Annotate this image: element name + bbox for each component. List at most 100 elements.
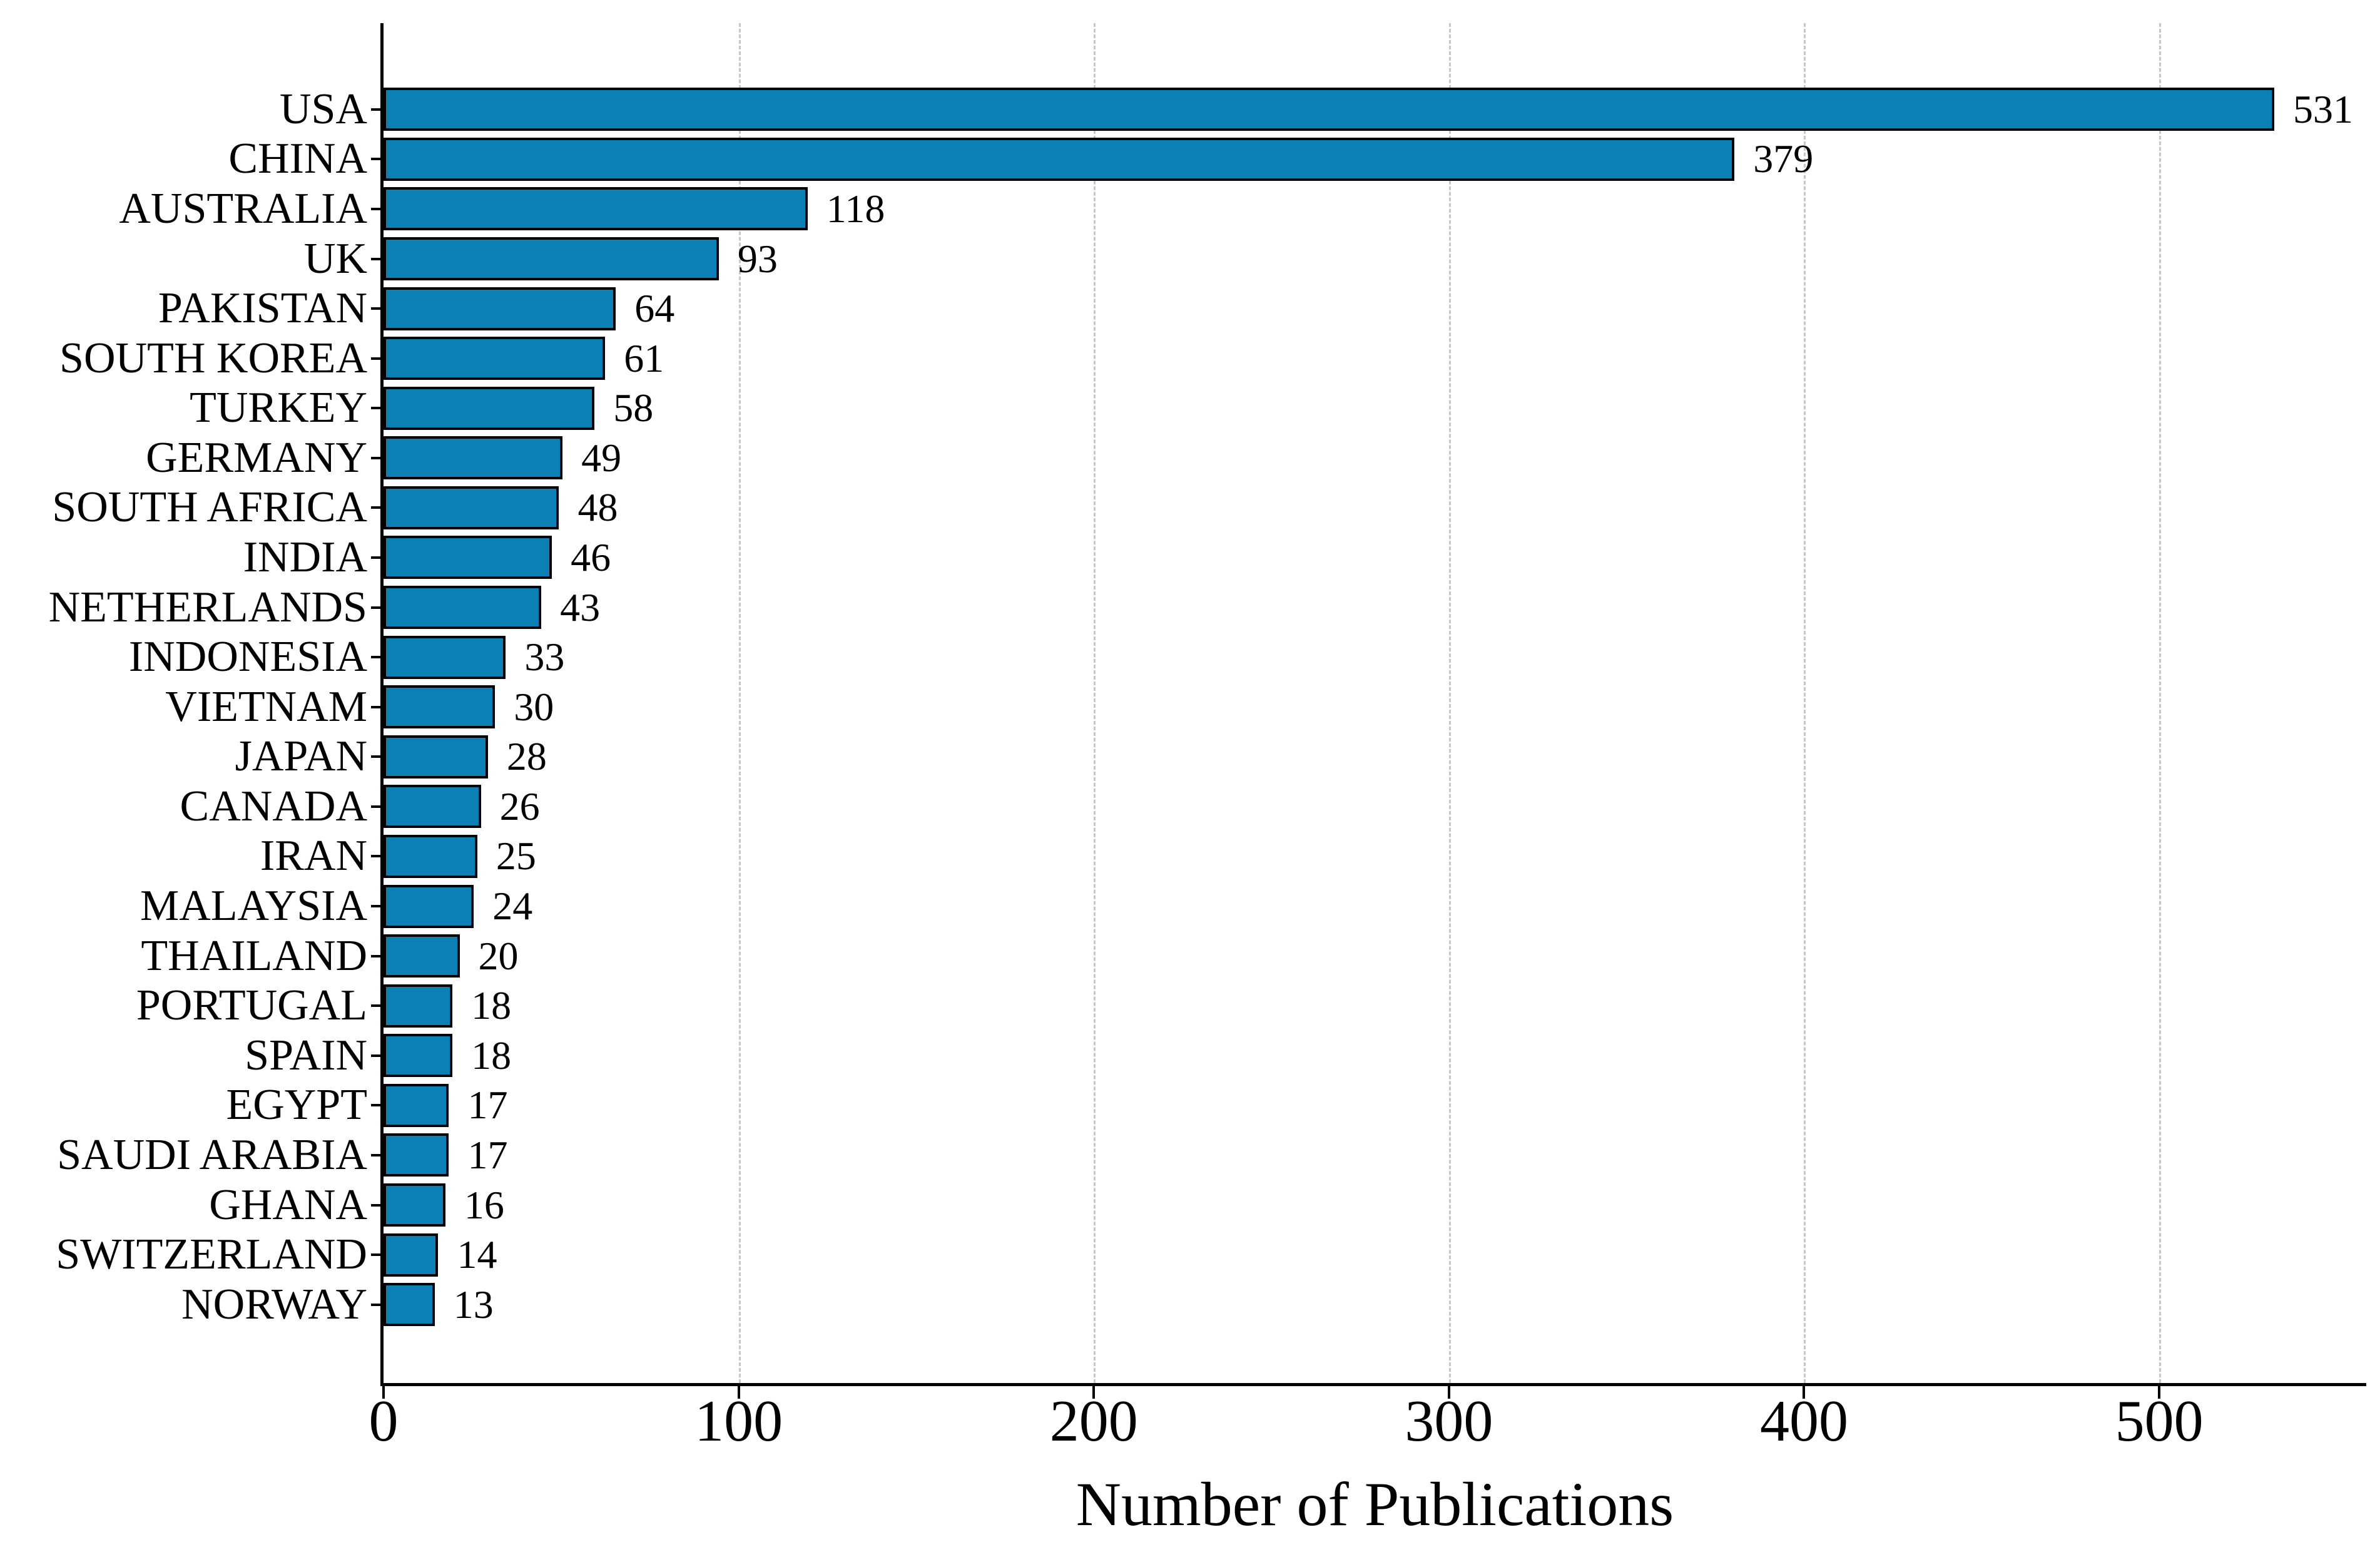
y-tick bbox=[371, 108, 384, 111]
bar-row: MALAYSIA 24 bbox=[140, 881, 2366, 931]
bar-row: EGYPT 17 bbox=[226, 1081, 2366, 1131]
category-label: MALAYSIA bbox=[140, 882, 367, 931]
category-label: TURKEY bbox=[190, 384, 367, 432]
y-tick bbox=[371, 954, 384, 957]
gridline-x-100 bbox=[738, 23, 741, 1383]
value-label: 17 bbox=[467, 1132, 508, 1177]
value-label: 20 bbox=[478, 933, 519, 978]
value-label: 379 bbox=[1753, 136, 1814, 181]
bar-row: TURKEY 58 bbox=[190, 383, 2366, 433]
value-label: 33 bbox=[524, 635, 565, 680]
x-tick-label-200: 200 bbox=[1049, 1389, 1138, 1454]
category-label: SOUTH AFRICA bbox=[52, 483, 367, 532]
category-label: IRAN bbox=[260, 832, 367, 881]
x-tick-label-0: 0 bbox=[369, 1389, 399, 1454]
y-tick bbox=[371, 307, 384, 310]
y-tick bbox=[371, 855, 384, 858]
bar-row: VIETNAM 30 bbox=[165, 682, 2366, 732]
y-tick bbox=[371, 207, 384, 210]
value-label: 49 bbox=[581, 435, 622, 480]
bar bbox=[384, 386, 595, 430]
bars-container: USA 531 CHINA 379 AUSTRALIA 118 UK 93 PAKISTAN 64… bbox=[49, 23, 2366, 1383]
x-tick-300 bbox=[1447, 1386, 1450, 1399]
value-label: 61 bbox=[624, 335, 664, 380]
category-label: UK bbox=[303, 234, 367, 283]
bar bbox=[384, 187, 808, 231]
y-tick bbox=[371, 158, 384, 161]
bar-row: PORTUGAL 18 bbox=[136, 981, 2366, 1031]
category-label: SPAIN bbox=[245, 1031, 367, 1080]
bar bbox=[384, 486, 559, 529]
bar bbox=[384, 586, 542, 630]
bar bbox=[384, 984, 453, 1028]
category-label: AUSTRALIA bbox=[119, 184, 367, 233]
bar bbox=[384, 88, 2275, 131]
gridline-x-500 bbox=[2159, 23, 2162, 1383]
category-label: PORTUGAL bbox=[136, 981, 367, 1030]
x-axis-title: Number of Publications bbox=[1076, 1469, 1674, 1539]
category-label: NORWAY bbox=[181, 1280, 367, 1329]
x-tick-500 bbox=[2158, 1386, 2161, 1399]
y-tick bbox=[371, 805, 384, 808]
bar-row: THAILAND 20 bbox=[141, 931, 2366, 981]
bar-row: INDONESIA 33 bbox=[129, 632, 2366, 682]
value-label: 48 bbox=[577, 485, 618, 530]
y-tick bbox=[371, 1104, 384, 1107]
value-label: 16 bbox=[464, 1182, 504, 1227]
bar-row: JAPAN 28 bbox=[235, 732, 2366, 782]
y-tick bbox=[371, 1303, 384, 1306]
value-label: 30 bbox=[514, 684, 554, 729]
bar-row: SOUTH AFRICA 48 bbox=[52, 483, 2366, 533]
category-label: PAKISTAN bbox=[158, 284, 367, 333]
value-label: 25 bbox=[496, 834, 536, 879]
x-tick-label-400: 400 bbox=[1759, 1389, 1848, 1454]
y-tick bbox=[371, 257, 384, 260]
gridline-x-400 bbox=[1804, 23, 1806, 1383]
value-label: 43 bbox=[560, 585, 601, 630]
category-label: INDONESIA bbox=[128, 633, 367, 682]
category-label: VIETNAM bbox=[165, 682, 367, 731]
bar-row: GERMANY 49 bbox=[146, 433, 2366, 483]
y-tick bbox=[371, 705, 384, 708]
y-tick bbox=[371, 755, 384, 758]
y-tick bbox=[371, 606, 384, 609]
bar bbox=[384, 337, 606, 380]
category-label: EGYPT bbox=[226, 1081, 367, 1130]
bar bbox=[384, 735, 488, 779]
bar bbox=[384, 536, 552, 579]
y-tick bbox=[371, 905, 384, 908]
bar-row: PAKISTAN 64 bbox=[158, 283, 2366, 334]
y-tick bbox=[371, 1054, 384, 1057]
bar-row: GHANA 16 bbox=[209, 1180, 2366, 1230]
bar bbox=[384, 1083, 449, 1127]
value-label: 18 bbox=[471, 983, 512, 1028]
y-tick bbox=[371, 357, 384, 360]
gridline-x-300 bbox=[1448, 23, 1451, 1383]
category-label: INDIA bbox=[243, 533, 367, 581]
bar bbox=[384, 287, 616, 330]
bar bbox=[384, 1233, 439, 1277]
bar-row: CANADA 26 bbox=[180, 782, 2366, 832]
x-tick-label-300: 300 bbox=[1405, 1389, 1493, 1454]
bar bbox=[384, 785, 481, 829]
category-label: SAUDI ARABIA bbox=[57, 1130, 367, 1179]
value-label: 93 bbox=[737, 236, 778, 281]
value-label: 13 bbox=[453, 1282, 494, 1327]
bar-row: USA 531 bbox=[280, 84, 2366, 135]
category-label: SOUTH KOREA bbox=[59, 334, 367, 382]
category-label: GERMANY bbox=[146, 433, 367, 482]
x-tick-label-500: 500 bbox=[2115, 1389, 2204, 1454]
bar-row: AUSTRALIA 118 bbox=[119, 184, 2366, 234]
y-tick bbox=[371, 407, 384, 410]
category-label: GHANA bbox=[209, 1180, 367, 1229]
bar bbox=[384, 1034, 453, 1078]
category-label: JAPAN bbox=[235, 732, 367, 781]
category-label: CANADA bbox=[180, 782, 367, 830]
y-tick bbox=[371, 1153, 384, 1156]
x-tick-200 bbox=[1092, 1386, 1096, 1399]
x-tick-0 bbox=[382, 1386, 385, 1399]
bar bbox=[384, 436, 563, 480]
value-label: 28 bbox=[506, 734, 547, 779]
y-tick bbox=[371, 556, 384, 559]
